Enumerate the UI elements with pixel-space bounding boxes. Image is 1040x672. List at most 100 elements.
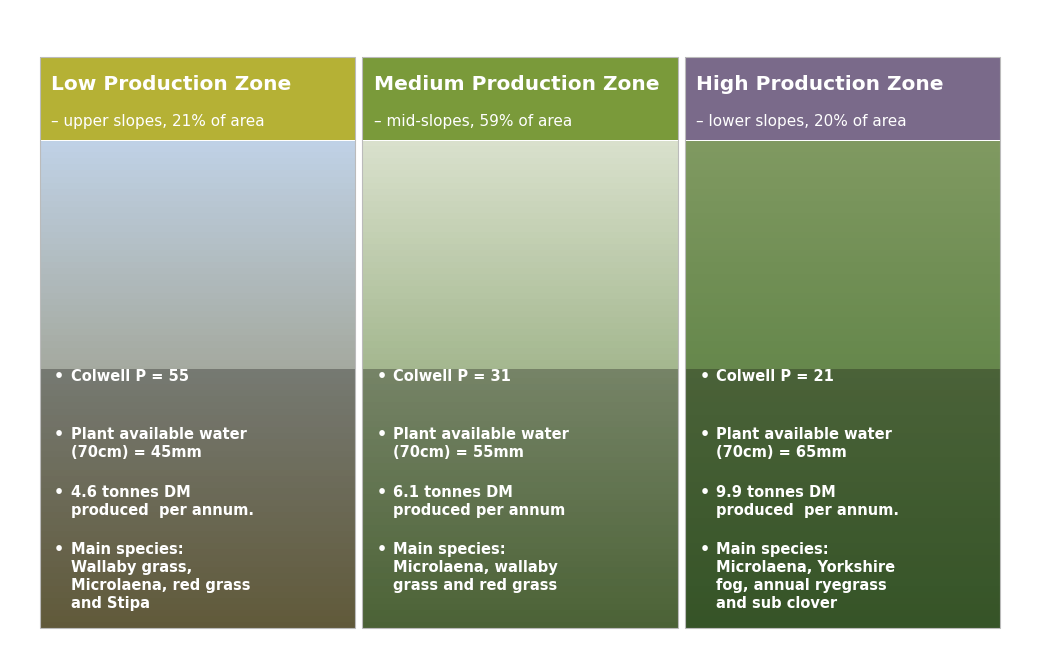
- Bar: [40, 464, 355, 470]
- Bar: [362, 622, 678, 628]
- Bar: [362, 244, 678, 250]
- Bar: [40, 57, 355, 628]
- Bar: [40, 506, 355, 512]
- Bar: [40, 579, 355, 585]
- Bar: [362, 470, 678, 476]
- Bar: [685, 470, 1000, 476]
- Bar: [40, 445, 355, 452]
- Bar: [40, 146, 355, 152]
- Bar: [40, 238, 355, 244]
- Bar: [362, 567, 678, 573]
- Bar: [685, 433, 1000, 439]
- Bar: [685, 159, 1000, 165]
- Bar: [362, 372, 678, 378]
- Bar: [40, 195, 355, 201]
- Bar: [685, 531, 1000, 537]
- Bar: [685, 183, 1000, 189]
- Bar: [362, 543, 678, 549]
- Bar: [362, 335, 678, 341]
- Bar: [685, 378, 1000, 384]
- Bar: [685, 518, 1000, 525]
- Bar: [40, 396, 355, 403]
- Bar: [40, 403, 355, 409]
- Bar: [685, 476, 1000, 482]
- Bar: [40, 415, 355, 421]
- Text: Low Production Zone: Low Production Zone: [51, 75, 291, 94]
- Bar: [362, 329, 678, 335]
- Bar: [40, 452, 355, 458]
- Bar: [685, 549, 1000, 555]
- Bar: [685, 152, 1000, 159]
- Bar: [685, 286, 1000, 292]
- Bar: [40, 298, 355, 305]
- Text: Colwell P = 21: Colwell P = 21: [717, 370, 834, 384]
- Bar: [40, 201, 355, 207]
- Bar: [362, 506, 678, 512]
- Text: Plant available water
(70cm) = 65mm: Plant available water (70cm) = 65mm: [717, 427, 892, 460]
- Bar: [685, 579, 1000, 585]
- Bar: [40, 470, 355, 476]
- Bar: [685, 238, 1000, 244]
- Bar: [685, 567, 1000, 573]
- Bar: [685, 604, 1000, 610]
- Bar: [685, 537, 1000, 543]
- Bar: [362, 311, 678, 317]
- Bar: [362, 494, 678, 500]
- Bar: [362, 378, 678, 384]
- Bar: [40, 525, 355, 531]
- Bar: [685, 329, 1000, 335]
- Bar: [40, 305, 355, 311]
- Bar: [362, 280, 678, 286]
- Bar: [40, 512, 355, 518]
- Text: Main species:
Microlaena, Yorkshire
fog, annual ryegrass
and sub clover: Main species: Microlaena, Yorkshire fog,…: [717, 542, 895, 612]
- Bar: [685, 347, 1000, 353]
- Bar: [685, 525, 1000, 531]
- Text: •: •: [700, 542, 709, 557]
- Bar: [362, 256, 678, 262]
- Bar: [362, 140, 678, 141]
- Bar: [40, 140, 355, 141]
- Bar: [362, 482, 678, 488]
- Bar: [40, 585, 355, 591]
- Bar: [362, 238, 678, 244]
- Text: 9.9 tonnes DM
produced  per annum.: 9.9 tonnes DM produced per annum.: [717, 485, 900, 517]
- Bar: [362, 323, 678, 329]
- Bar: [685, 244, 1000, 250]
- Bar: [362, 347, 678, 353]
- Bar: [685, 445, 1000, 452]
- Bar: [685, 512, 1000, 518]
- Bar: [685, 298, 1000, 305]
- Bar: [685, 171, 1000, 177]
- Bar: [685, 335, 1000, 341]
- Bar: [40, 390, 355, 396]
- Bar: [40, 610, 355, 616]
- Bar: [362, 360, 678, 366]
- Bar: [362, 250, 678, 256]
- Bar: [685, 585, 1000, 591]
- Text: Plant available water
(70cm) = 55mm: Plant available water (70cm) = 55mm: [393, 427, 569, 460]
- Bar: [40, 604, 355, 610]
- Bar: [685, 146, 1000, 152]
- Bar: [40, 567, 355, 573]
- Bar: [685, 317, 1000, 323]
- Text: •: •: [376, 542, 387, 557]
- Bar: [362, 370, 678, 628]
- Bar: [362, 433, 678, 439]
- Bar: [40, 335, 355, 341]
- Bar: [40, 165, 355, 171]
- Text: •: •: [700, 427, 709, 442]
- Bar: [362, 292, 678, 298]
- Bar: [362, 171, 678, 177]
- Bar: [362, 207, 678, 213]
- Bar: [685, 140, 1000, 141]
- Bar: [40, 573, 355, 579]
- Text: •: •: [54, 485, 64, 500]
- Bar: [40, 323, 355, 329]
- Bar: [362, 286, 678, 292]
- Bar: [685, 372, 1000, 378]
- Bar: [40, 329, 355, 335]
- Bar: [362, 598, 678, 604]
- Bar: [40, 616, 355, 622]
- Bar: [40, 421, 355, 427]
- Bar: [685, 555, 1000, 561]
